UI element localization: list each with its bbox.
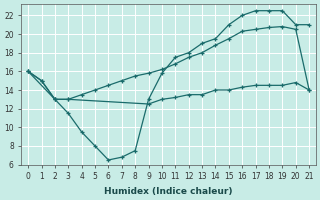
X-axis label: Humidex (Indice chaleur): Humidex (Indice chaleur) [104,187,233,196]
